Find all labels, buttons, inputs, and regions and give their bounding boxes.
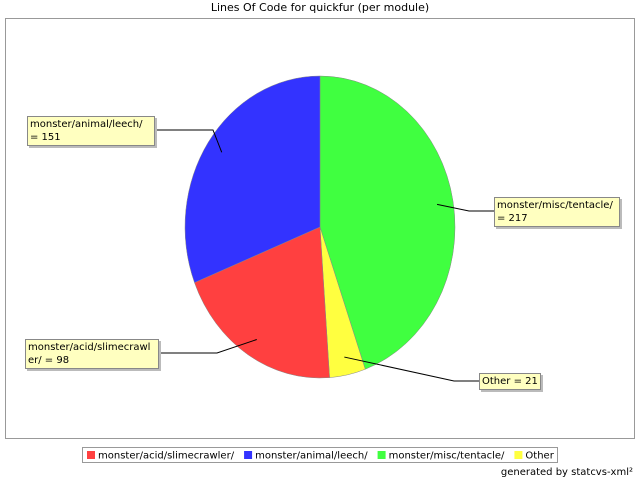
legend-label: Other — [525, 451, 554, 462]
leader-line — [344, 356, 479, 382]
legend-swatch — [377, 451, 386, 459]
pie-slice — [319, 75, 456, 370]
pie-slice — [194, 226, 330, 379]
slice-label: Other = 21 — [479, 373, 541, 390]
pie-slice — [184, 75, 321, 283]
legend-label: monster/animal/leech/ — [255, 451, 368, 462]
chart-title: Lines Of Code for quickfur (per module) — [211, 1, 429, 14]
slice-label: monster/animal/leech/ = 151 — [27, 116, 155, 146]
legend-label: monster/misc/tentacle/ — [389, 451, 505, 462]
leader-line — [157, 339, 257, 354]
legend-box — [82, 447, 558, 463]
leader-line — [436, 203, 494, 212]
slice-label: monster/misc/tentacle/ = 217 — [494, 197, 620, 227]
legend-swatch — [514, 451, 523, 459]
slice-label: monster/acid/slimecrawler/ = 98 — [25, 339, 159, 369]
legend-label: monster/acid/slimecrawler/ — [98, 451, 235, 462]
legend-swatch — [87, 451, 95, 459]
footer: generated by statcvs-xml² — [501, 467, 633, 478]
leader-line — [153, 129, 223, 153]
legend-swatch — [244, 451, 253, 459]
